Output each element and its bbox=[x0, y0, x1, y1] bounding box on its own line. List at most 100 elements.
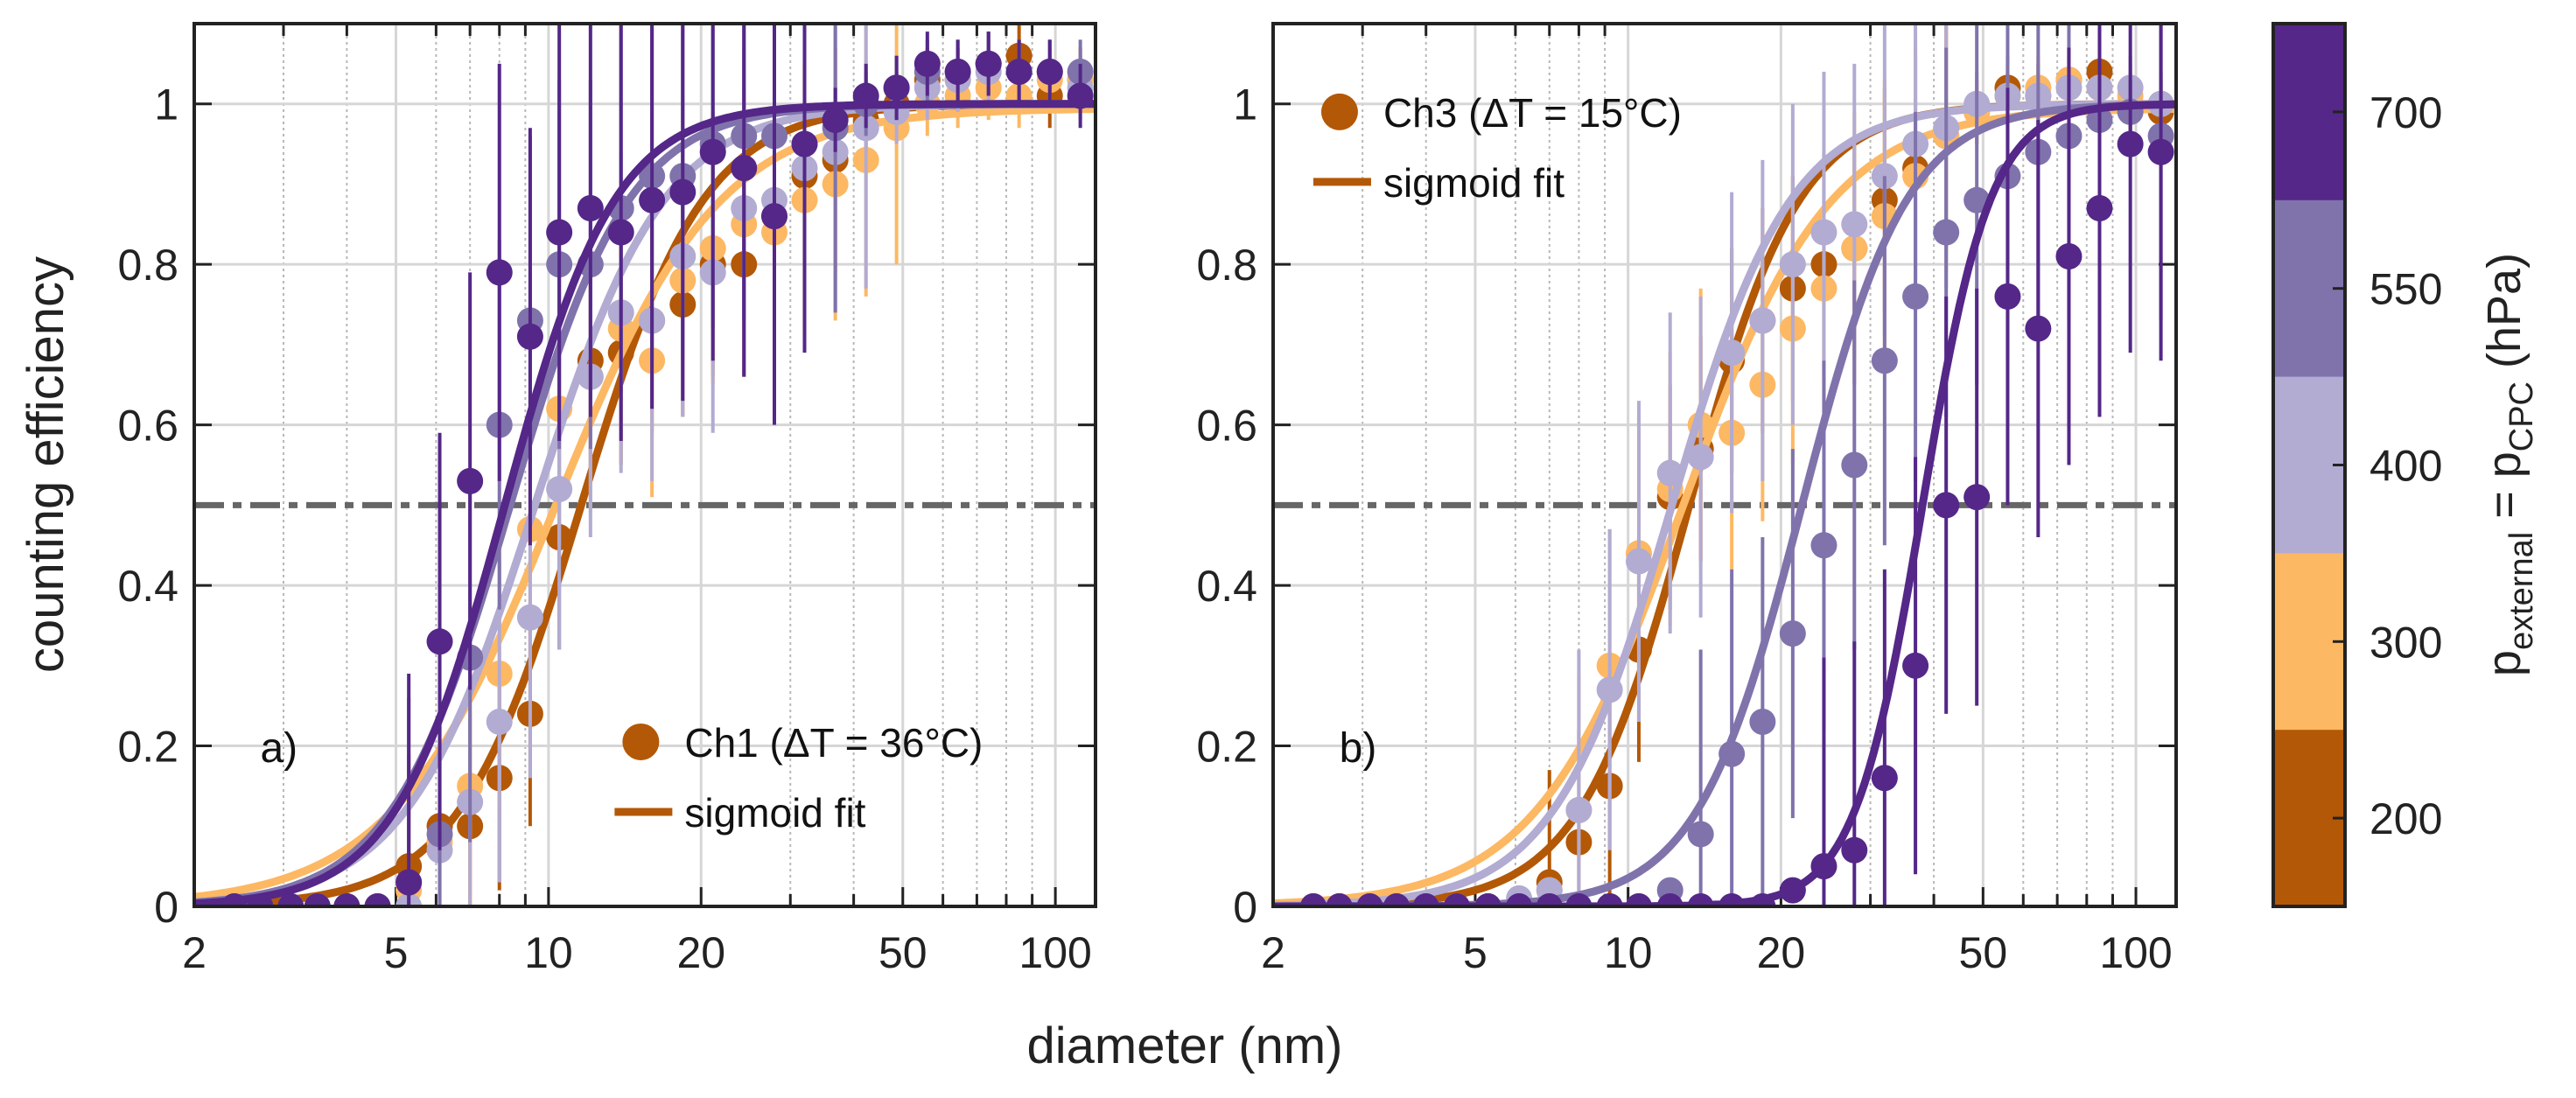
legend: Ch1 (ΔT = 36°C) sigmoid fit bbox=[614, 720, 983, 836]
data-point bbox=[1749, 307, 1776, 334]
plot-area bbox=[194, 24, 1096, 906]
sigmoid-fit-line bbox=[194, 105, 1096, 901]
data-point bbox=[364, 893, 391, 906]
colorbar-label-sub-cpc: CPC bbox=[2503, 381, 2540, 451]
data-point bbox=[731, 155, 758, 182]
y-tick-label: 0.8 bbox=[117, 241, 178, 290]
x-tick-label: 100 bbox=[2099, 928, 2172, 977]
data-point bbox=[699, 138, 726, 165]
data-point bbox=[2147, 138, 2174, 165]
data-point bbox=[426, 628, 453, 655]
data-point bbox=[1933, 492, 1960, 519]
data-point bbox=[1994, 283, 2021, 310]
panel-a-chart: 2 5 10 20 50 100 0 0.2 0.4 0.6 0.8 1 a) Ch1 (ΔT = 36°… bbox=[117, 22, 1097, 977]
data-point bbox=[333, 893, 360, 906]
data-point bbox=[1383, 893, 1410, 906]
data-point bbox=[2086, 194, 2113, 221]
data-point bbox=[791, 130, 818, 157]
data-point bbox=[1749, 709, 1776, 736]
data-point bbox=[669, 178, 696, 206]
data-point bbox=[1625, 893, 1652, 906]
series-550-hpa bbox=[1273, 24, 2176, 906]
y-tick-label: 0.6 bbox=[117, 402, 178, 451]
colorbar-label: pexternal = pCPC (hPa) bbox=[2478, 253, 2540, 676]
colorbar-label-equals: = p bbox=[2478, 451, 2530, 532]
x-tick-label: 5 bbox=[1463, 928, 1488, 977]
x-axis-label: diameter (nm) bbox=[1027, 1018, 1343, 1074]
data-point bbox=[1841, 836, 1868, 864]
data-point bbox=[1871, 347, 1898, 374]
y-tick-label: 1 bbox=[154, 80, 178, 129]
legend-marker-icon bbox=[1320, 93, 1358, 130]
data-point bbox=[1964, 484, 1991, 511]
panel-label: b) bbox=[1340, 725, 1377, 772]
colorbar-label-sub-external: external bbox=[2503, 532, 2540, 650]
data-point bbox=[546, 476, 573, 503]
x-tick-label: 100 bbox=[1018, 928, 1091, 977]
data-point bbox=[1779, 251, 1806, 278]
x-tick-label: 50 bbox=[1959, 928, 2008, 977]
y-tick-label: 0.6 bbox=[1196, 402, 1257, 451]
data-point bbox=[1810, 532, 1838, 559]
data-point bbox=[1067, 82, 1094, 109]
legend-line-label: sigmoid fit bbox=[684, 790, 865, 836]
colorbar-tick-label: 700 bbox=[2370, 88, 2442, 137]
y-tick-label: 0.2 bbox=[117, 723, 178, 772]
x-tick-label: 2 bbox=[1261, 928, 1285, 977]
data-point bbox=[1506, 893, 1533, 906]
data-point bbox=[1779, 877, 1806, 904]
data-point bbox=[1687, 893, 1714, 906]
y-tick-label: 0.4 bbox=[1196, 562, 1257, 611]
legend: Ch3 (ΔT = 15°C) sigmoid fit bbox=[1312, 90, 1682, 206]
legend-line-label: sigmoid fit bbox=[1383, 160, 1564, 206]
data-point bbox=[247, 893, 274, 906]
y-tick-label: 1 bbox=[1233, 80, 1257, 129]
legend-marker-label: Ch1 (ΔT = 36°C) bbox=[684, 720, 983, 766]
data-point bbox=[1779, 620, 1806, 647]
data-point bbox=[1565, 893, 1592, 906]
data-point bbox=[1656, 459, 1684, 486]
data-point bbox=[396, 869, 423, 896]
panel-b-chart: 2 5 10 20 50 100 0 0.2 0.4 0.6 0.8 1 b) Ch3 (ΔT = 15°… bbox=[1196, 22, 2178, 977]
y-tick-label: 0 bbox=[1233, 883, 1257, 932]
data-point bbox=[1933, 219, 1960, 246]
data-point bbox=[639, 186, 666, 213]
data-point bbox=[2025, 315, 2052, 342]
colorbar-tick-label: 550 bbox=[2370, 265, 2442, 314]
series-700-hpa bbox=[1273, 24, 2176, 906]
data-point bbox=[1687, 821, 1714, 848]
data-point bbox=[883, 74, 910, 101]
colorbar-tick-label: 300 bbox=[2370, 618, 2442, 667]
data-point bbox=[1356, 893, 1383, 906]
data-point bbox=[1565, 796, 1592, 823]
data-point bbox=[1871, 765, 1898, 792]
data-point bbox=[1474, 893, 1502, 906]
data-point bbox=[2117, 130, 2144, 157]
panel-label: a) bbox=[260, 725, 298, 772]
data-point bbox=[1687, 444, 1714, 471]
x-tick-label: 10 bbox=[1604, 928, 1653, 977]
data-point bbox=[944, 59, 971, 86]
data-point bbox=[822, 107, 849, 134]
data-point bbox=[304, 893, 331, 906]
data-point bbox=[1718, 740, 1746, 767]
data-point bbox=[1841, 451, 1868, 479]
data-point bbox=[546, 219, 573, 246]
legend-marker-icon bbox=[622, 723, 660, 760]
data-point bbox=[1964, 186, 1991, 213]
data-point bbox=[1299, 893, 1326, 906]
data-point bbox=[1036, 59, 1063, 86]
data-point bbox=[1412, 893, 1439, 906]
data-point bbox=[1810, 219, 1838, 246]
y-tick-label: 0.2 bbox=[1196, 723, 1257, 772]
data-point bbox=[1902, 283, 1929, 310]
colorbar-frame bbox=[2272, 22, 2347, 908]
data-point bbox=[577, 194, 604, 221]
data-point bbox=[1326, 893, 1353, 906]
data-point bbox=[1596, 893, 1623, 906]
data-point bbox=[1718, 339, 1746, 367]
data-point bbox=[914, 50, 941, 77]
series-300-hpa bbox=[194, 24, 1096, 906]
data-point bbox=[2055, 243, 2082, 270]
data-point bbox=[1810, 853, 1838, 880]
